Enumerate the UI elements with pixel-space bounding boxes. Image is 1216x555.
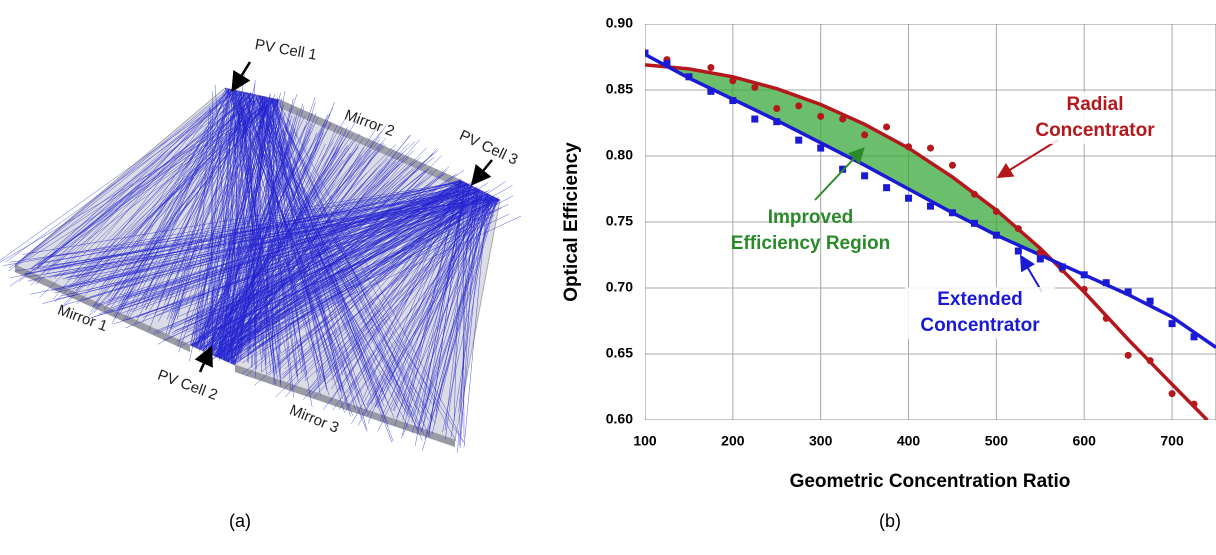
point — [1124, 351, 1132, 359]
arrow — [996, 139, 1059, 179]
point — [948, 209, 956, 217]
point — [948, 161, 956, 169]
fit-line — [645, 52, 1216, 349]
x-tick-label: 400 — [897, 433, 921, 449]
mirror-1-wall — [15, 265, 190, 352]
point — [927, 202, 934, 210]
series-label: Radial Concentrator — [1020, 92, 1170, 144]
point — [795, 136, 803, 144]
x-tick-label: 300 — [809, 433, 833, 449]
point — [795, 102, 803, 110]
point — [663, 60, 671, 68]
caption: (a) — [229, 511, 251, 531]
point — [1080, 285, 1088, 293]
point — [1168, 390, 1176, 398]
point — [707, 87, 715, 95]
point — [685, 73, 693, 81]
x-tick-label: 700 — [1160, 433, 1184, 449]
y-axis-title: Optical Efficiency — [561, 142, 582, 302]
label: PV Cell 1 — [254, 36, 319, 64]
label: PV Cell 2 — [155, 367, 220, 404]
series-label: Extended Concentrator — [905, 287, 1055, 339]
point — [992, 207, 1000, 215]
point — [927, 144, 934, 152]
plot-area — [645, 24, 1216, 420]
arrow — [194, 345, 213, 373]
fit-line — [645, 63, 1209, 420]
point — [1102, 279, 1110, 287]
point — [1190, 333, 1198, 341]
x-tick-label: 100 — [633, 433, 657, 449]
point — [1036, 248, 1044, 256]
point — [645, 49, 649, 57]
point — [883, 184, 891, 192]
point — [992, 231, 1000, 239]
point — [905, 143, 913, 151]
ray-bundle — [0, 74, 522, 453]
arrow — [1019, 254, 1043, 293]
point — [817, 144, 825, 152]
y-tick-label: 0.60 — [606, 411, 633, 427]
ray-trace-panel: PV Cell 1 Mirror 2 PV Cell 3 Mirror 1 PV… — [0, 36, 522, 531]
point — [905, 194, 913, 202]
point — [817, 112, 825, 120]
point — [707, 64, 715, 72]
point — [751, 83, 759, 91]
point — [729, 97, 737, 105]
rays — [0, 74, 522, 453]
arrow — [814, 147, 865, 201]
point — [1102, 314, 1110, 322]
point — [861, 131, 869, 139]
chart: (b) Geometric Concentration Ratio Optica… — [561, 15, 1216, 531]
point — [1190, 400, 1198, 408]
point — [970, 190, 978, 198]
point — [1146, 297, 1154, 305]
point — [1168, 320, 1176, 328]
y-tick-label: 0.80 — [606, 147, 633, 163]
x-axis-title: Geometric Concentration Ratio — [790, 471, 1071, 492]
point — [1124, 288, 1132, 296]
label: Mirror 3 — [287, 402, 341, 437]
point — [1014, 225, 1022, 233]
point — [773, 118, 781, 126]
point — [729, 77, 737, 85]
point — [970, 219, 978, 227]
caption: (b) — [879, 511, 901, 531]
point — [1058, 263, 1066, 271]
x-tick-label: 200 — [721, 433, 745, 449]
point — [1014, 247, 1022, 255]
y-tick-label: 0.85 — [606, 81, 633, 97]
y-tick-label: 0.65 — [606, 345, 633, 361]
point — [883, 123, 891, 131]
y-tick-label: 0.90 — [606, 15, 633, 31]
y-tick-label: 0.75 — [606, 213, 633, 229]
arrow — [231, 61, 252, 93]
point — [773, 104, 781, 112]
mirror-3-wall — [235, 365, 455, 447]
point — [1080, 271, 1088, 279]
point — [1146, 357, 1154, 365]
point — [1036, 255, 1044, 263]
point — [751, 115, 759, 123]
arrow — [470, 159, 493, 186]
y-tick-label: 0.70 — [606, 279, 633, 295]
point — [861, 172, 869, 180]
x-tick-label: 500 — [985, 433, 1009, 449]
x-tick-label: 600 — [1073, 433, 1097, 449]
point — [839, 115, 847, 123]
region-label: Improved Efficiency Region — [730, 207, 891, 254]
